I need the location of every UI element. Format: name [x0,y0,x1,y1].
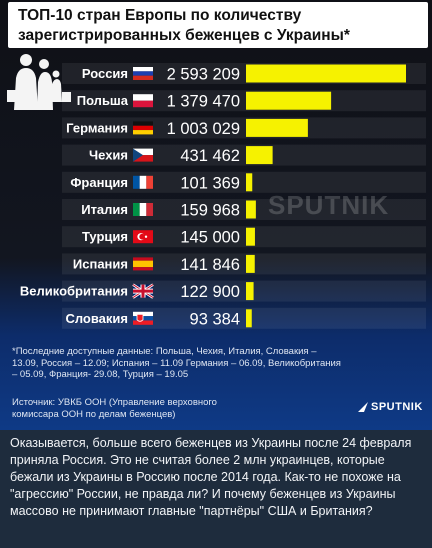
spain-flag [133,257,153,271]
poland-flag [133,94,153,108]
country-label: Испания [73,256,128,271]
czechia-flag [133,148,153,162]
bar [246,118,308,137]
bar [246,200,256,219]
watermark: SPUTNIK [268,190,390,220]
germany-flag [133,121,153,135]
country-label: Польша [77,93,129,108]
value-label: 1 003 029 [167,120,240,138]
infographic-card: ТОП-10 стран Европы по количеству зареги… [0,0,432,430]
country-label: Турция [82,229,128,244]
value-label: 141 846 [180,256,240,274]
country-label: Франция [70,175,128,190]
bar [246,309,252,328]
bar [246,227,255,246]
slovakia-flag [133,311,153,325]
bar [246,254,255,273]
uk-flag [132,283,154,299]
country-label: Россия [82,66,128,81]
footnote: *Последние доступные данные: Польша, Чех… [12,346,341,380]
value-label: 145 000 [180,229,240,247]
country-label: Чехия [89,148,128,163]
value-label: 1 379 470 [167,93,240,111]
turkey-flag [133,230,153,244]
russia-flag [133,67,153,80]
france-flag [133,175,153,189]
bar [246,64,406,83]
title-box: ТОП-10 стран Европы по количеству зареги… [8,2,428,48]
country-label: Германия [66,120,128,135]
value-label: 101 369 [180,174,240,192]
italy-flag [133,203,153,216]
sputnik-logo-icon [358,402,368,412]
country-label: Италия [81,202,128,217]
value-label: 2 593 209 [167,66,240,84]
source-note: Источник: УВКБ ООН (Управление верховног… [12,397,217,420]
value-label: 431 462 [180,147,240,165]
chart-title: ТОП-10 стран Европы по количеству зареги… [18,7,350,44]
refugee-family-icon [7,54,71,110]
value-label: 93 384 [190,310,240,328]
bar [246,173,253,192]
bar [246,146,273,165]
bar [246,282,254,301]
value-label: 122 900 [180,283,240,301]
value-label: 159 968 [180,202,240,220]
post-message: Оказывается, больше всего беженцев из Ук… [10,436,412,518]
logo-text: SPUTNIK [371,401,423,413]
bar-chart: Россия 2 593 209 Польша 1 379 470 Германия 1 … [20,63,426,329]
bar [246,91,332,110]
country-label: Великобритания [20,284,128,299]
country-label: Словакия [65,311,128,326]
sputnik-logo: SPUTNIK [358,401,423,413]
